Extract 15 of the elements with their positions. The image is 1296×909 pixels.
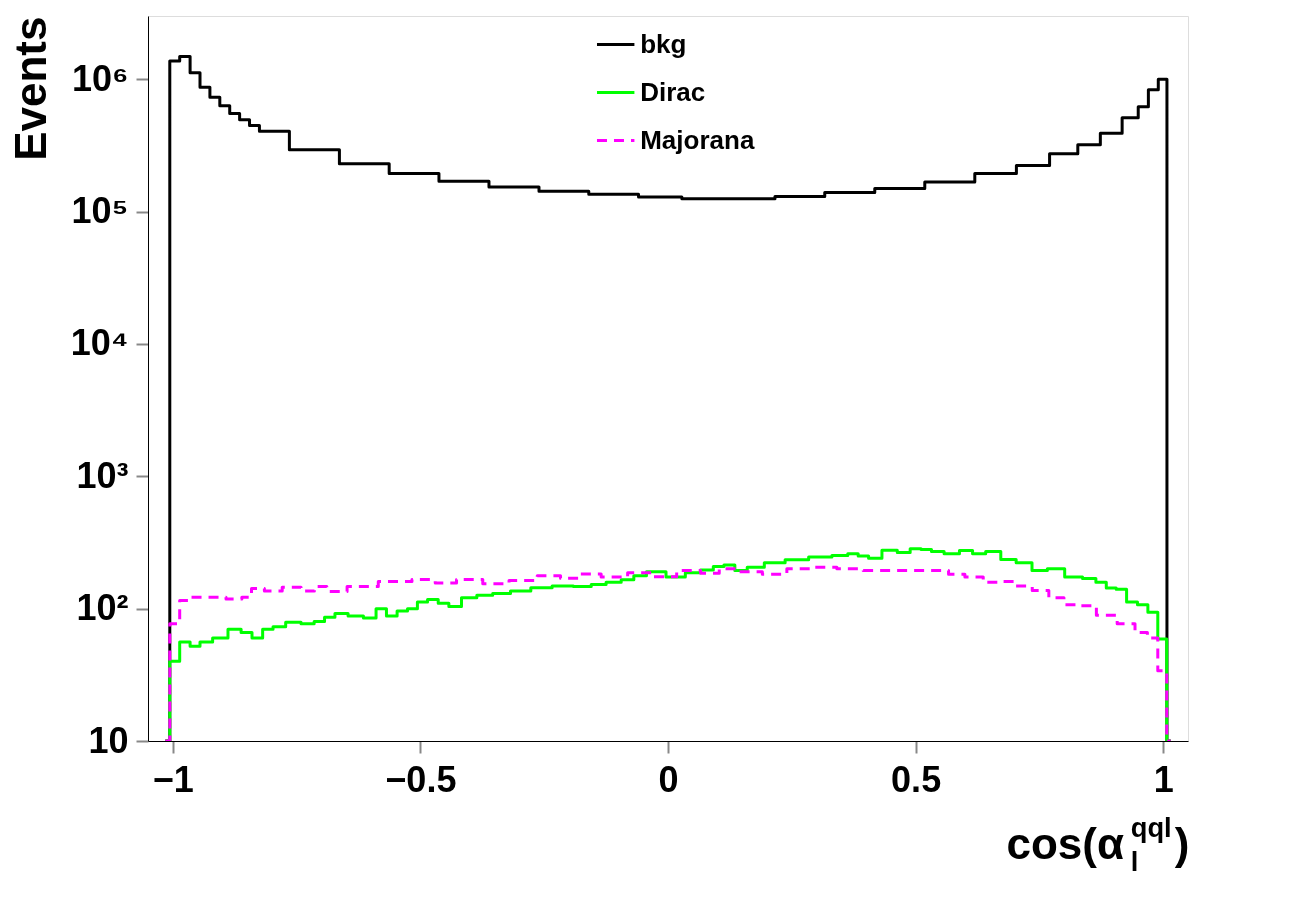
x-tick-label: 0.5 <box>891 758 942 800</box>
y-tick-label: 10⁶ <box>71 57 129 99</box>
y-tick-label: 10⁴ <box>70 322 129 364</box>
x-tick-label: −0.5 <box>385 758 457 800</box>
legend-label: Dirac <box>640 76 706 107</box>
y-tick-label: 10⁵ <box>71 190 129 232</box>
y-tick-label: 10 <box>88 719 129 761</box>
x-tick-label: 1 <box>1153 758 1174 800</box>
x-tick-label: −1 <box>152 758 194 800</box>
y-axis-title: Events <box>5 16 55 161</box>
y-tick-label: 10² <box>76 587 129 629</box>
legend-label: bkg <box>640 28 687 59</box>
x-tick-label: 0 <box>658 758 679 800</box>
y-tick-label: 10³ <box>76 454 129 496</box>
legend-label: Majorana <box>640 124 755 155</box>
